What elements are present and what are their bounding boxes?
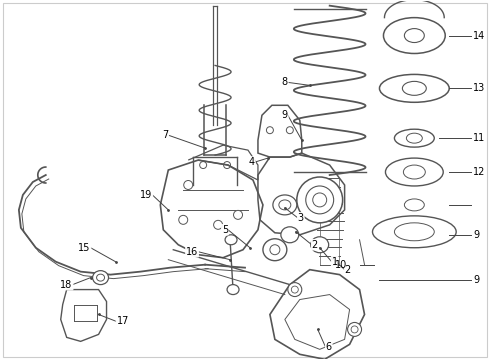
- Text: 6: 6: [326, 342, 332, 352]
- Ellipse shape: [279, 200, 291, 210]
- Text: 10: 10: [335, 260, 347, 270]
- Text: 7: 7: [162, 130, 168, 140]
- Text: 15: 15: [78, 243, 91, 253]
- Ellipse shape: [263, 239, 287, 261]
- Ellipse shape: [402, 81, 426, 95]
- Ellipse shape: [403, 165, 425, 179]
- Text: 1: 1: [332, 257, 338, 267]
- Ellipse shape: [292, 286, 298, 293]
- Text: 9: 9: [473, 230, 479, 240]
- Ellipse shape: [184, 180, 193, 189]
- Ellipse shape: [313, 193, 327, 207]
- Text: 4: 4: [249, 157, 255, 167]
- Text: 9: 9: [473, 275, 479, 285]
- Ellipse shape: [394, 223, 434, 241]
- Ellipse shape: [281, 227, 299, 243]
- Ellipse shape: [97, 274, 104, 281]
- Text: 3: 3: [298, 213, 304, 223]
- Ellipse shape: [406, 133, 422, 143]
- Ellipse shape: [306, 186, 334, 214]
- Ellipse shape: [93, 271, 108, 285]
- Ellipse shape: [372, 216, 456, 248]
- Ellipse shape: [234, 210, 243, 219]
- Text: 13: 13: [473, 84, 486, 93]
- Ellipse shape: [297, 177, 343, 223]
- Ellipse shape: [227, 285, 239, 294]
- Ellipse shape: [384, 18, 445, 54]
- Text: 14: 14: [473, 31, 486, 41]
- Ellipse shape: [347, 323, 362, 336]
- Text: 18: 18: [60, 280, 73, 289]
- Ellipse shape: [404, 28, 424, 42]
- Text: 11: 11: [473, 133, 486, 143]
- Ellipse shape: [386, 158, 443, 186]
- Text: 2: 2: [312, 240, 318, 250]
- Text: 16: 16: [186, 247, 198, 257]
- Ellipse shape: [311, 237, 329, 253]
- Ellipse shape: [270, 245, 280, 255]
- Ellipse shape: [225, 235, 237, 245]
- Ellipse shape: [273, 195, 297, 215]
- Ellipse shape: [404, 199, 424, 211]
- Ellipse shape: [351, 326, 358, 333]
- Text: 12: 12: [473, 167, 486, 177]
- Ellipse shape: [214, 220, 222, 229]
- Text: 9: 9: [282, 110, 288, 120]
- Ellipse shape: [288, 283, 302, 297]
- Ellipse shape: [379, 75, 449, 102]
- Text: 8: 8: [282, 77, 288, 87]
- Text: 2: 2: [344, 265, 351, 275]
- Text: 5: 5: [222, 225, 228, 235]
- Ellipse shape: [179, 215, 188, 224]
- Text: 17: 17: [117, 316, 129, 327]
- Text: 19: 19: [140, 190, 152, 200]
- Ellipse shape: [394, 129, 434, 147]
